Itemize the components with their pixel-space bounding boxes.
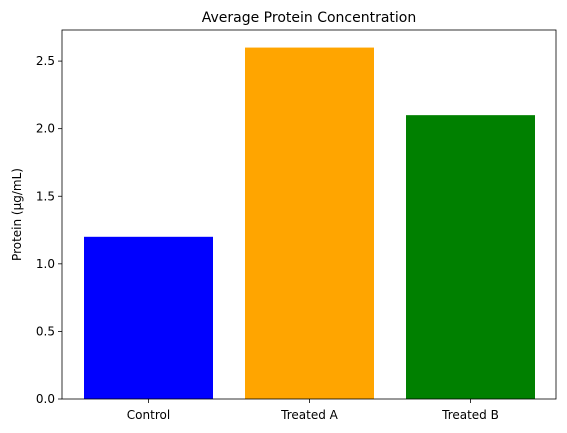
x-axis: Control Treated A Treated B [127, 399, 499, 422]
y-axis-label: Protein (µg/mL) [10, 168, 24, 261]
bars-group [84, 47, 535, 400]
y-tick-label: 2.0 [36, 122, 55, 136]
x-tick-label: Treated A [280, 408, 338, 422]
bar-treated-b [406, 115, 535, 400]
y-axis: 0.0 0.5 1.0 1.5 2.0 2.5 [36, 54, 62, 406]
bar-treated-a [245, 47, 374, 399]
y-tick-label: 1.0 [36, 257, 55, 271]
plot-frame [61, 29, 557, 400]
y-tick-label: 1.5 [36, 189, 55, 203]
chart-title: Average Protein Concentration [202, 10, 417, 26]
y-tick-label: 0.0 [36, 392, 55, 406]
bar-control [84, 236, 213, 399]
y-tick-label: 2.5 [36, 54, 55, 68]
x-tick-label: Control [127, 408, 170, 422]
y-tick-label: 0.5 [36, 324, 55, 338]
x-tick-label: Treated B [441, 408, 499, 422]
